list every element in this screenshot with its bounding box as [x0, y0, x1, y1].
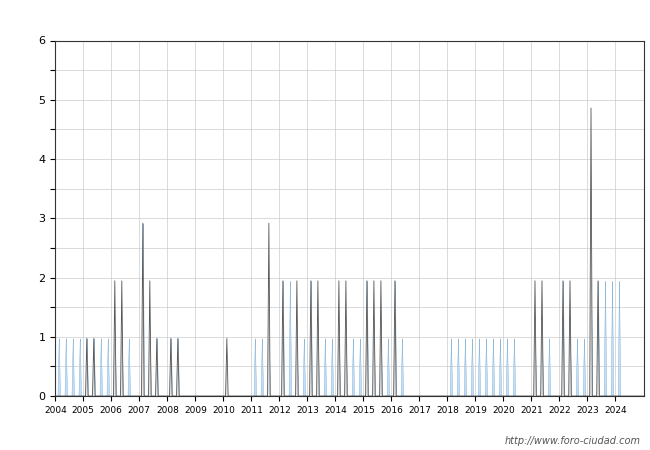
Text: http://www.foro-ciudad.com: http://www.foro-ciudad.com — [504, 436, 640, 446]
Text: San Martín del Castañar - Evolucion del Nº de Transacciones Inmobiliarias: San Martín del Castañar - Evolucion del … — [79, 13, 571, 26]
